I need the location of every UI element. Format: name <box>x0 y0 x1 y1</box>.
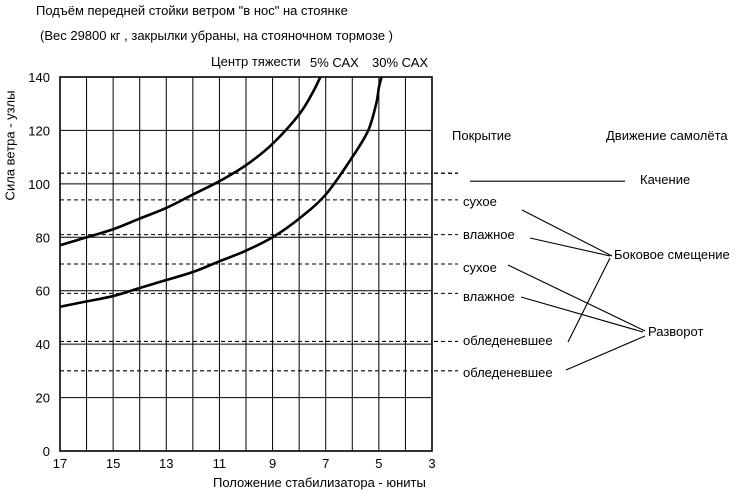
chart-subtitle: (Вес 29800 кг , закрылки убраны, на стоя… <box>40 28 393 43</box>
y-tick-label: 60 <box>36 284 50 299</box>
movement-header: Движение самолёта <box>606 128 728 143</box>
series-line-0 <box>59 76 322 247</box>
surface-label: обледеневшее <box>463 333 553 348</box>
surface-label: влажное <box>463 227 515 242</box>
x-tick-label: 15 <box>106 456 120 471</box>
surface-label: сухое <box>463 194 497 209</box>
y-tick-label: 80 <box>36 230 50 245</box>
surface-label: влажное <box>463 289 515 304</box>
cg-header: Центр тяжести <box>211 54 301 69</box>
x-tick-label: 13 <box>159 456 173 471</box>
x-axis-label: Положение стабилизатора - юниты <box>213 475 426 490</box>
connector-line <box>521 209 613 257</box>
x-tick-label: 17 <box>53 456 67 471</box>
y-tick-label: 0 <box>43 444 50 459</box>
connector-line <box>529 237 611 257</box>
y-tick-label: 20 <box>36 391 50 406</box>
x-tick-label: 9 <box>269 456 276 471</box>
x-tick-label: 11 <box>213 456 227 471</box>
series-label-5: 5% САХ <box>310 55 359 70</box>
y-tick-label: 120 <box>28 123 50 138</box>
surface-label: сухое <box>463 260 497 275</box>
connector-line <box>565 335 646 371</box>
y-tick-label: 100 <box>28 177 50 192</box>
surface-label: обледеневшее <box>463 365 553 380</box>
side-shift-label: Боковое смещение <box>614 247 730 262</box>
turn-label: Разворот <box>648 324 703 339</box>
connector-line <box>520 296 644 333</box>
y-tick-label: 140 <box>28 70 50 85</box>
connector-line <box>567 257 611 343</box>
surface-header: Покрытие <box>452 128 512 143</box>
chart-title: Подъём передней стойки ветром "в нос" на… <box>36 3 348 18</box>
connector-line <box>507 264 646 332</box>
series-line-1 <box>59 76 383 309</box>
x-tick-label: 5 <box>375 456 382 471</box>
series-label-30: 30% САХ <box>372 55 429 70</box>
x-tick-label: 3 <box>428 456 435 471</box>
y-tick-label: 40 <box>36 337 50 352</box>
x-tick-label: 7 <box>322 456 329 471</box>
rolling-label: Качение <box>640 172 690 187</box>
